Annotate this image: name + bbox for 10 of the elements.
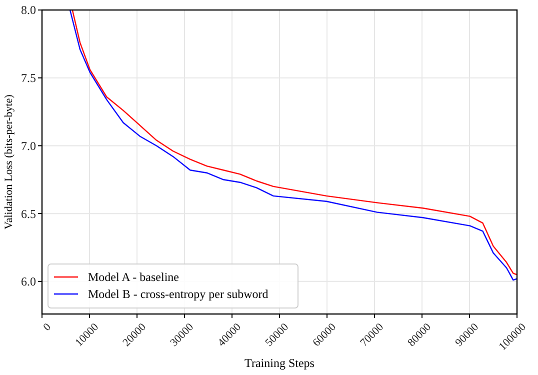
y-tick-label: 7.0 [21, 138, 36, 153]
y-tick-label: 8.0 [21, 3, 36, 18]
y-axis-title: Validation Loss (bits-per-byte) [3, 94, 15, 230]
x-axis-title: Training Steps [244, 356, 315, 370]
x-tick-label: 0 [41, 320, 54, 334]
y-tick-label: 6.5 [21, 206, 36, 221]
legend-label: Model B - cross-entropy per subword [88, 287, 268, 302]
y-tick-label: 6.0 [21, 274, 36, 289]
y-tick-label: 7.5 [21, 71, 36, 86]
legend-label: Model A - baseline [88, 270, 179, 284]
